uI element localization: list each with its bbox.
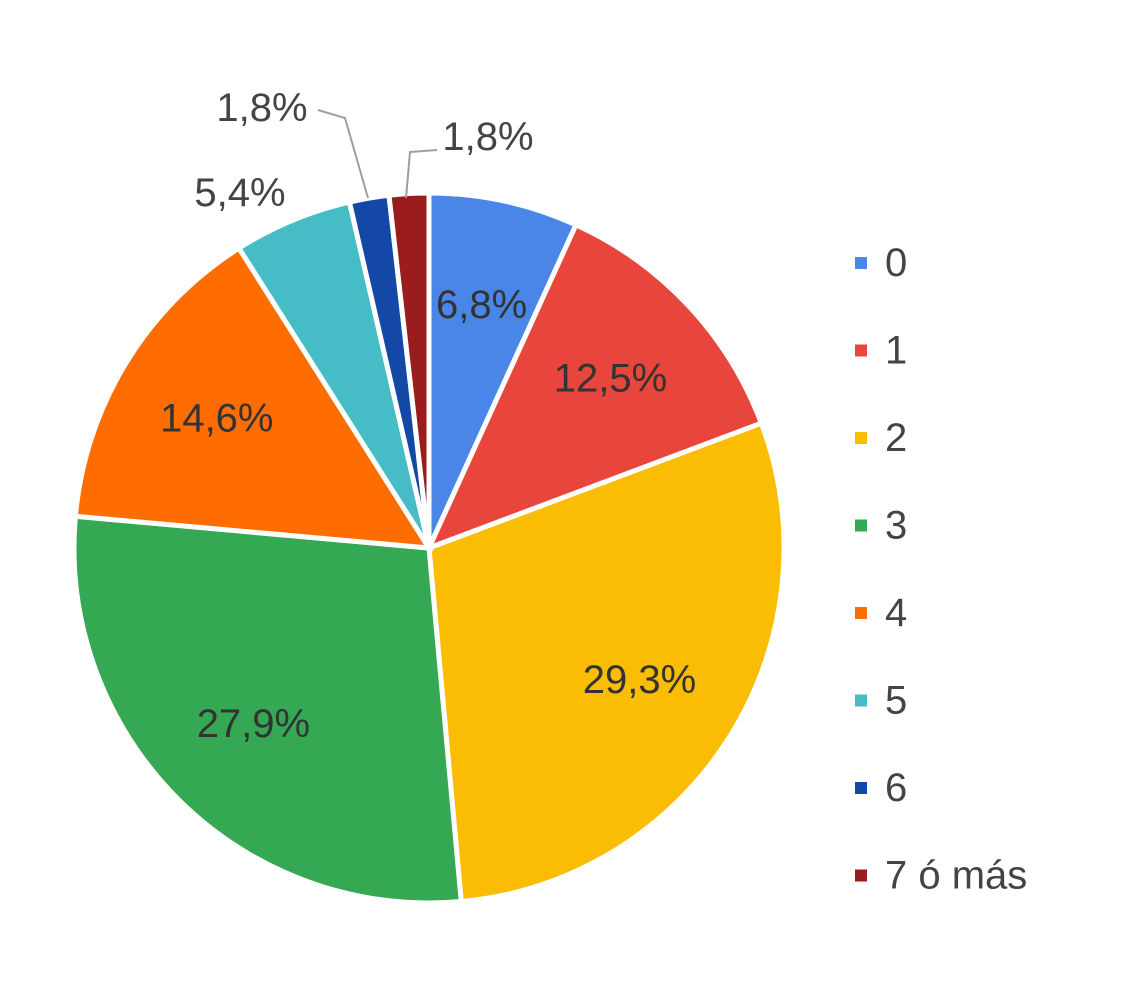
pie-slice-7-ó-más	[386, 190, 432, 549]
legend-swatch	[855, 782, 867, 794]
slice-label: 14,6%	[160, 397, 273, 441]
pie-slice-4	[72, 244, 434, 551]
legend-swatch	[855, 432, 867, 444]
leader-line	[405, 149, 438, 199]
pie-slice-0	[426, 190, 580, 550]
leader-lines	[317, 109, 438, 199]
slice-labels: 6,8% 12,5% 29,3% 27,9% 14,6% 5,4% 1,8% 1,8%	[160, 86, 696, 746]
slice-label: 1,8%	[442, 115, 533, 159]
legend-label: 7 ó más	[885, 854, 1027, 898]
legend-swatch	[855, 519, 867, 532]
slice-label: 1,8%	[216, 86, 307, 130]
legend-swatch	[855, 607, 867, 619]
slice-label: 27,9%	[197, 702, 310, 746]
legend-label: 4	[885, 591, 907, 635]
legend-label: 6	[885, 766, 907, 810]
legend-label: 2	[885, 416, 907, 460]
legend-label: 3	[885, 504, 907, 548]
legend-swatch	[855, 257, 867, 269]
legend-swatch	[855, 869, 867, 882]
legend-label: 0	[885, 241, 907, 285]
pie-slice-2	[426, 419, 787, 905]
slice-label: 29,3%	[583, 658, 696, 702]
slice-label: 12,5%	[554, 356, 667, 400]
leader-line	[317, 109, 369, 199]
legend: 0 1 2 3 4 5 6 7 ó más	[855, 241, 1027, 898]
pie-slices	[71, 190, 787, 906]
pie-slice-3	[71, 513, 464, 906]
legend-label: 5	[885, 679, 907, 723]
legend-swatch	[855, 694, 867, 707]
pie-slice-1	[424, 221, 765, 553]
slice-label: 5,4%	[194, 171, 285, 215]
slice-label: 6,8%	[436, 283, 527, 327]
legend-swatch	[855, 344, 867, 357]
legend-label: 1	[885, 329, 907, 373]
